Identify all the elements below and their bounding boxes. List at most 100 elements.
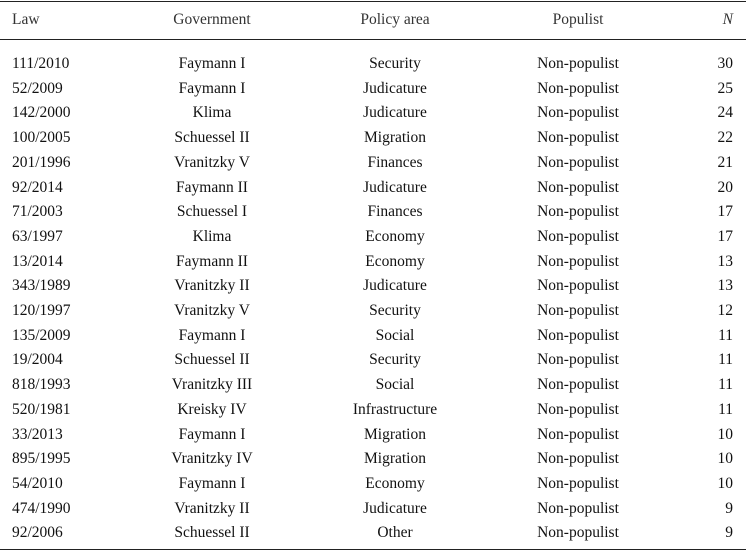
header-policy-area: Policy area bbox=[360, 11, 430, 28]
cell-policy-area: Economy bbox=[365, 474, 425, 492]
cell-law: 201/1996 bbox=[12, 153, 71, 171]
cell-government: Schuessel II bbox=[174, 524, 250, 542]
cell-law: 135/2009 bbox=[12, 326, 71, 344]
cell-law: 13/2014 bbox=[12, 252, 63, 270]
cell-policy-area: Migration bbox=[364, 129, 426, 147]
cell-government: Faymann II bbox=[176, 178, 248, 196]
cell-populist: Non-populist bbox=[537, 400, 619, 418]
cell-government: Vranitzky IV bbox=[171, 450, 253, 468]
cell-populist: Non-populist bbox=[537, 203, 619, 221]
cell-n: 11 bbox=[718, 400, 733, 418]
cell-populist: Non-populist bbox=[537, 79, 619, 97]
cell-policy-area: Security bbox=[369, 302, 421, 319]
cell-n: 9 bbox=[725, 499, 733, 517]
cell-policy-area: Judicature bbox=[363, 79, 427, 97]
cell-law: 92/2006 bbox=[12, 524, 63, 542]
cell-law: 111/2010 bbox=[12, 55, 70, 72]
cell-n: 9 bbox=[725, 524, 733, 542]
cell-n: 10 bbox=[717, 450, 734, 468]
cell-n: 12 bbox=[717, 302, 734, 319]
cell-law: 92/2014 bbox=[12, 178, 63, 196]
header-populist: Populist bbox=[552, 11, 604, 28]
cell-policy-area: Security bbox=[369, 55, 421, 72]
cell-government: Schuessel II bbox=[174, 351, 250, 369]
cell-law: 520/1981 bbox=[12, 400, 71, 418]
cell-policy-area: Migration bbox=[364, 450, 426, 468]
header-rule bbox=[0, 39, 746, 40]
cell-n: 30 bbox=[717, 55, 734, 72]
cell-policy-area: Judicature bbox=[363, 178, 427, 196]
cell-populist: Non-populist bbox=[537, 450, 619, 468]
cell-n: 17 bbox=[717, 203, 734, 221]
cell-law: 19/2004 bbox=[12, 351, 63, 369]
cell-government: Vranitzky V bbox=[174, 302, 250, 319]
cell-n: 17 bbox=[717, 227, 734, 245]
cell-populist: Non-populist bbox=[537, 252, 619, 270]
cell-government: Vranitzky V bbox=[174, 153, 250, 171]
cell-populist: Non-populist bbox=[537, 524, 619, 542]
header-n: N bbox=[722, 11, 733, 28]
cell-government: Kreisky IV bbox=[177, 400, 247, 418]
top-rule bbox=[0, 1, 746, 2]
cell-populist: Non-populist bbox=[537, 326, 619, 344]
cell-government: Faymann I bbox=[178, 474, 246, 492]
cell-law: 120/1997 bbox=[12, 302, 71, 319]
cell-n: 22 bbox=[717, 129, 734, 147]
cell-n: 13 bbox=[717, 252, 734, 270]
cell-law: 895/1995 bbox=[12, 450, 71, 468]
cell-populist: Non-populist bbox=[537, 499, 619, 517]
cell-law: 142/2000 bbox=[12, 104, 71, 122]
cell-law: 71/2003 bbox=[12, 203, 63, 221]
cell-government: Vranitzky II bbox=[174, 277, 250, 295]
cell-policy-area: Finances bbox=[367, 153, 423, 171]
cell-policy-area: Security bbox=[369, 351, 421, 369]
header-government: Government bbox=[173, 11, 251, 28]
cell-populist: Non-populist bbox=[537, 178, 619, 196]
cell-populist: Non-populist bbox=[537, 129, 619, 147]
cell-policy-area: Finances bbox=[367, 203, 423, 221]
cell-government: Faymann I bbox=[178, 79, 246, 97]
cell-policy-area: Social bbox=[375, 326, 415, 344]
cell-populist: Non-populist bbox=[537, 227, 619, 245]
cell-government: Vranitzky III bbox=[171, 376, 253, 394]
cell-n: 24 bbox=[717, 104, 734, 122]
cell-n: 11 bbox=[718, 351, 733, 369]
cell-government: Schuessel I bbox=[176, 203, 248, 221]
cell-law: 474/1990 bbox=[12, 499, 71, 517]
cell-government: Vranitzky II bbox=[174, 499, 250, 517]
cell-n: 11 bbox=[718, 376, 733, 394]
cell-government: Faymann I bbox=[178, 326, 246, 344]
cell-n: 25 bbox=[717, 79, 734, 97]
cell-policy-area: Economy bbox=[365, 227, 425, 245]
cell-policy-area: Other bbox=[377, 524, 413, 542]
cell-policy-area: Judicature bbox=[363, 277, 427, 295]
cell-policy-area: Judicature bbox=[363, 104, 427, 122]
cell-populist: Non-populist bbox=[537, 277, 619, 295]
cell-populist: Non-populist bbox=[537, 376, 619, 394]
cell-government: Faymann II bbox=[176, 252, 248, 270]
cell-law: 54/2010 bbox=[12, 474, 63, 492]
cell-n: 10 bbox=[717, 474, 734, 492]
cell-policy-area: Economy bbox=[365, 252, 425, 270]
cell-n: 21 bbox=[717, 153, 734, 171]
cell-policy-area: Social bbox=[375, 376, 415, 394]
cell-n: 11 bbox=[718, 326, 733, 344]
cell-law: 818/1993 bbox=[12, 376, 71, 394]
cell-n: 10 bbox=[717, 425, 734, 443]
cell-n: 20 bbox=[717, 178, 734, 196]
cell-law: 63/1997 bbox=[12, 227, 63, 245]
cell-government: Klima bbox=[192, 227, 232, 245]
cell-law: 33/2013 bbox=[12, 425, 63, 443]
cell-law: 343/1989 bbox=[12, 277, 71, 295]
cell-government: Faymann I bbox=[178, 55, 246, 72]
cell-government: Schuessel II bbox=[174, 129, 250, 147]
cell-n: 13 bbox=[717, 277, 734, 295]
cell-government: Klima bbox=[192, 104, 232, 122]
cell-policy-area: Judicature bbox=[363, 499, 427, 517]
cell-populist: Non-populist bbox=[537, 104, 619, 122]
bottom-rule bbox=[0, 549, 746, 550]
cell-populist: Non-populist bbox=[537, 425, 619, 443]
cell-government: Faymann I bbox=[178, 425, 246, 443]
cell-populist: Non-populist bbox=[537, 351, 619, 369]
